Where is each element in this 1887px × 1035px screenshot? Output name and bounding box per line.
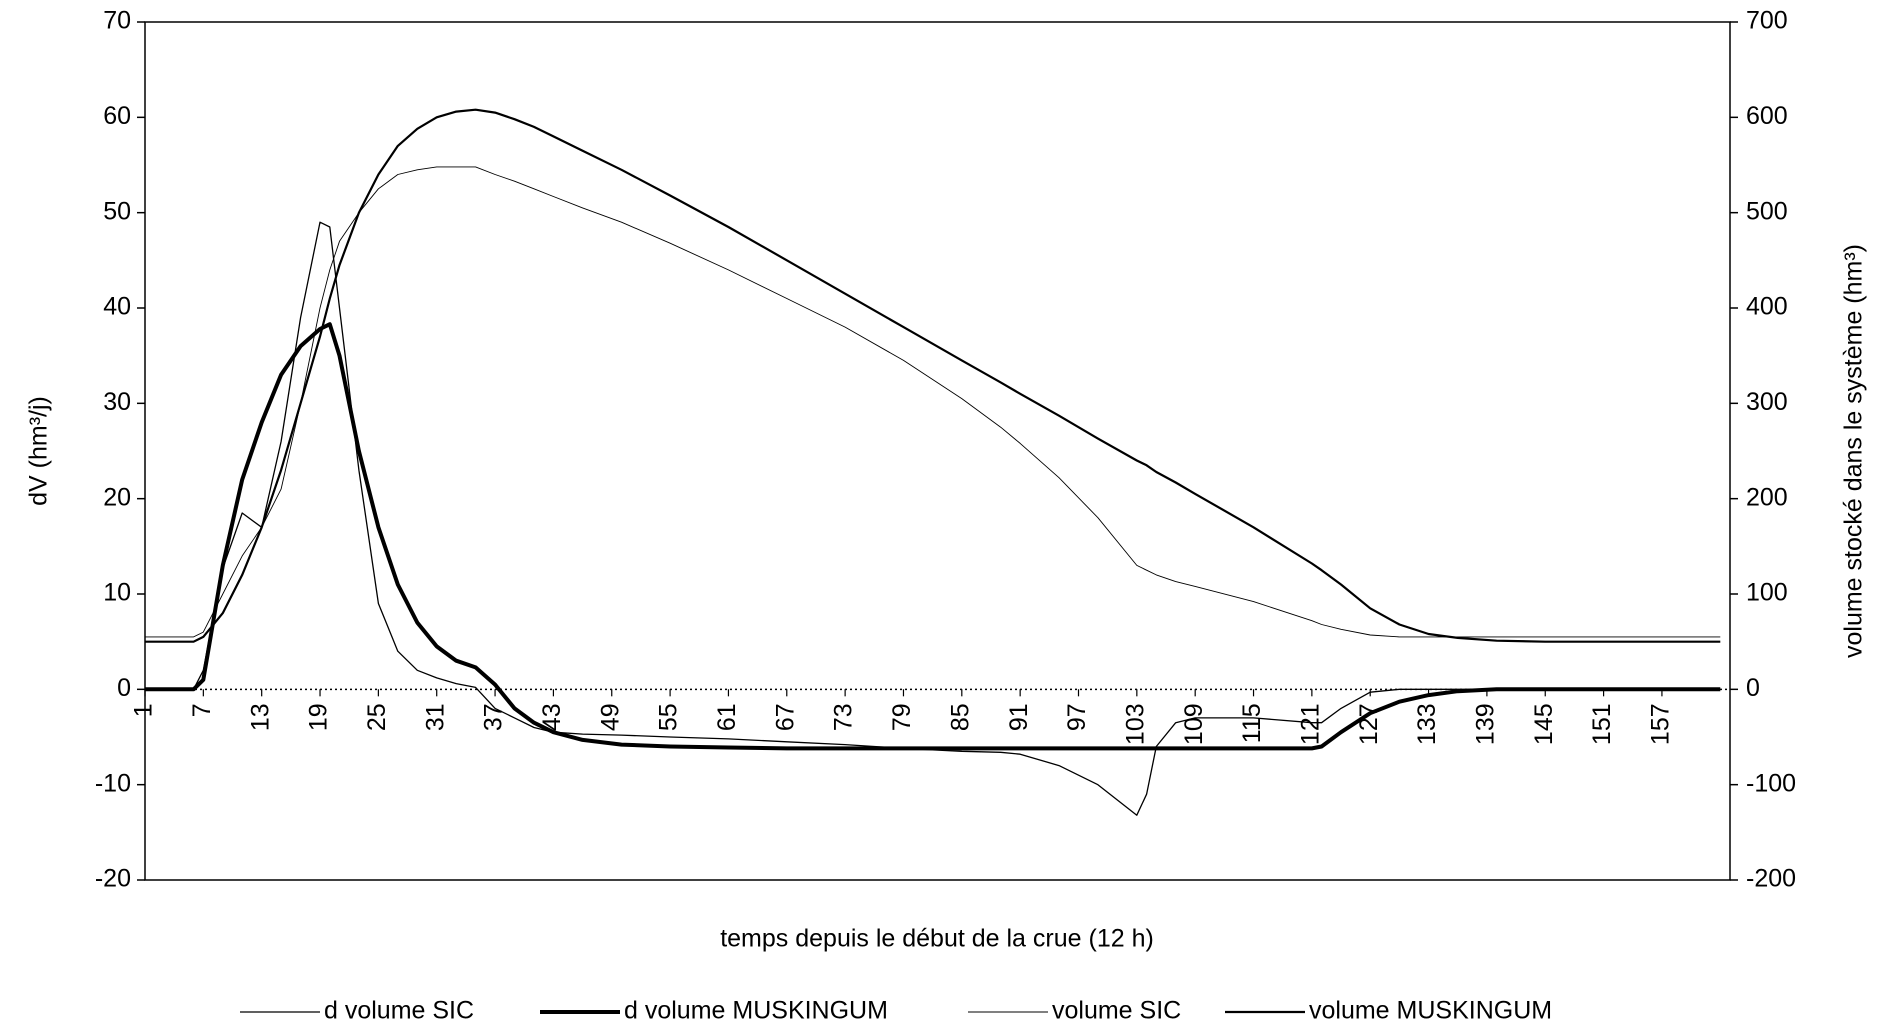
x-tick-label: 85 [946,703,974,731]
x-tick-label: 151 [1588,703,1616,745]
x-tick-label: 133 [1413,703,1441,745]
series-line [145,221,1721,816]
y-tick-label: -10 [95,769,131,797]
x-tick-label: 103 [1121,703,1149,745]
x-tick-label: 73 [830,703,858,731]
legend-label: volume SIC [1052,997,1181,1025]
x-tick-label: 55 [655,703,683,731]
y2-tick-label: -200 [1746,865,1796,893]
x-tick-label: 91 [1005,703,1033,731]
series-line [145,322,1721,751]
x-axis-label: temps depuis le début de la crue (12 h) [720,925,1154,953]
x-tick-label: 139 [1472,703,1500,745]
y2-tick-label: 400 [1746,293,1788,321]
y2-tick-label: -100 [1746,769,1796,797]
y-axis-label: dV (hm³/j) [25,396,53,506]
legend-label: d volume SIC [324,997,474,1025]
series-line [145,166,1721,638]
y2-tick-label: 300 [1746,388,1788,416]
y2-tick-label: 0 [1746,674,1760,702]
x-tick-label: 37 [480,703,508,731]
y-tick-label: 70 [103,7,131,35]
y-tick-label: 50 [103,197,131,225]
x-tick-label: 31 [421,703,449,731]
x-tick-label: 109 [1180,703,1208,745]
y-tick-label: 10 [103,579,131,607]
x-tick-label: 49 [596,703,624,731]
x-tick-label: 61 [713,703,741,731]
x-tick-label: 97 [1063,703,1091,731]
y-tick-label: 60 [103,102,131,130]
x-tick-label: 157 [1647,703,1675,745]
x-tick-label: 7 [188,703,216,717]
legend-label: volume MUSKINGUM [1309,997,1552,1025]
x-tick-label: 79 [888,703,916,731]
y-tick-label: 30 [103,388,131,416]
x-tick-label: 1 [130,703,158,717]
legend-label: d volume MUSKINGUM [624,997,888,1025]
y-tick-label: 20 [103,483,131,511]
x-tick-label: 67 [771,703,799,731]
x-tick-label: 13 [246,703,274,731]
y2-tick-label: 200 [1746,483,1788,511]
y2-tick-label: 100 [1746,579,1788,607]
x-tick-label: 115 [1238,703,1266,743]
y2-tick-label: 700 [1746,7,1788,35]
y2-tick-label: 500 [1746,197,1788,225]
y-tick-label: -20 [95,865,131,893]
y-tick-label: 0 [117,674,131,702]
x-tick-label: 25 [363,703,391,731]
x-tick-label: 121 [1296,703,1324,745]
x-tick-label: 19 [305,703,333,731]
series-line [145,108,1721,643]
y2-axis-label: volume stocké dans le système (hm³) [1840,244,1868,658]
x-tick-label: 145 [1530,703,1558,745]
y2-tick-label: 600 [1746,102,1788,130]
plot-frame [144,21,1731,881]
y-tick-label: 40 [103,293,131,321]
